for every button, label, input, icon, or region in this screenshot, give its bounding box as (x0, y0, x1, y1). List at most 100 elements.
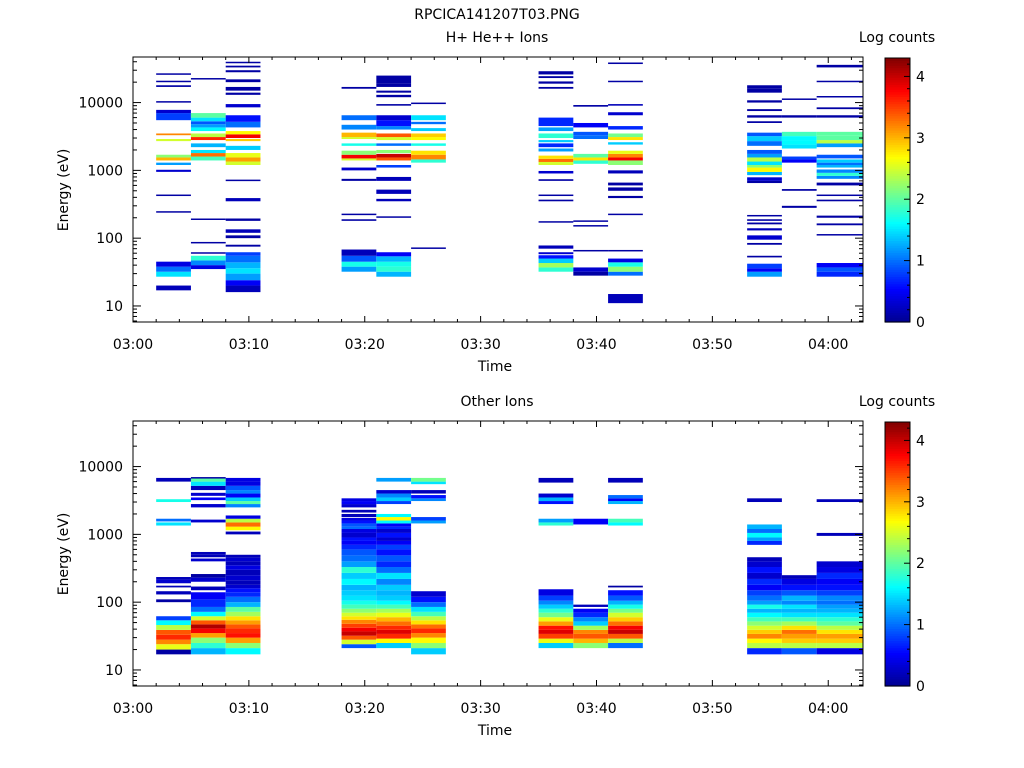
heatmap-cell (341, 158, 377, 161)
heatmap-cell (376, 137, 412, 141)
heatmap-cell (538, 497, 574, 502)
heatmap-cell (376, 629, 412, 634)
heatmap-cell (190, 149, 226, 154)
heatmap-cell (747, 242, 782, 245)
heatmap-cell (573, 153, 609, 158)
colorbar-segment (885, 652, 910, 656)
colorbar-segment (885, 443, 910, 447)
colorbar-segment (885, 233, 910, 237)
heatmap-cell (225, 134, 261, 139)
x-tick-label: 03:00 (113, 337, 153, 353)
heatmap-cell (341, 150, 377, 155)
heatmap-cell (225, 554, 261, 558)
heatmap-cell (747, 648, 782, 655)
heatmap-cell (816, 600, 863, 605)
colorbar-segment (885, 597, 910, 601)
colorbar-segment (885, 465, 910, 469)
heatmap-cell (573, 518, 609, 525)
heatmap-cell (341, 154, 377, 159)
heatmap-cell (538, 161, 574, 165)
heatmap-cell (747, 529, 782, 533)
heatmap-cell (608, 262, 643, 267)
colorbar-segment (885, 618, 910, 622)
heatmap-cell (816, 584, 863, 591)
colorbar-segment (885, 671, 910, 675)
heatmap-cell (608, 595, 643, 601)
colorbar-segment (885, 537, 910, 541)
heatmap-cell (341, 498, 377, 502)
heatmap-cell (225, 262, 261, 269)
heatmap-cell (156, 133, 191, 136)
heatmap-cell (376, 578, 412, 585)
heatmap-cell (376, 104, 412, 106)
heatmap-cell (816, 271, 863, 277)
heatmap-cell (190, 481, 226, 486)
heatmap-cell (747, 157, 782, 162)
heatmap-cell (747, 171, 782, 176)
heatmap-cell (747, 121, 782, 123)
heatmap-cell (225, 244, 261, 247)
heatmap-cell (781, 159, 817, 163)
heatmap-cell (608, 182, 643, 186)
colorbar-segment (885, 144, 910, 148)
colorbar-label: Log counts (859, 30, 935, 46)
colorbar-frame (884, 421, 911, 687)
colorbar-segment (885, 501, 910, 505)
heatmap-cell (376, 501, 412, 505)
heatmap-cell (781, 131, 817, 137)
colorbar-segment (885, 592, 910, 596)
colorbar-segment (885, 486, 910, 490)
heatmap-cell (376, 120, 412, 127)
heatmap-cell (376, 83, 412, 87)
heatmap-cell (608, 590, 643, 596)
heatmap-cell (376, 490, 412, 494)
x-axis: 03:00 03:10 03:20 03:30 03:40 03:50 04:00 (113, 57, 852, 353)
heatmap-cell (156, 73, 191, 75)
heatmap-cell (747, 572, 782, 579)
heatmap-cell (225, 92, 261, 95)
colorbar-segment (885, 230, 910, 234)
heatmap-cell (341, 578, 377, 585)
heatmap-cell (376, 90, 412, 93)
heatmap-cell (341, 132, 377, 138)
heatmap-cell (376, 216, 412, 218)
heatmap-cell (225, 561, 261, 566)
x-tick-label: 03:30 (460, 337, 500, 353)
colorbar-segment (885, 58, 910, 61)
heatmap-cell (538, 86, 574, 89)
heatmap-cell (225, 515, 261, 519)
colorbar-segment (885, 122, 910, 126)
heatmap-cell (225, 493, 261, 498)
heatmap-cell (573, 612, 609, 618)
colorbar-segment (885, 151, 910, 155)
heatmap-cell (341, 644, 377, 649)
heatmap-cell (376, 633, 412, 639)
colorbar-segment (885, 532, 910, 536)
heatmap-cell (781, 638, 817, 643)
heatmap-cell (411, 616, 446, 621)
heatmap-cell (376, 271, 412, 277)
heatmap-cell (608, 498, 643, 502)
heatmap-cell (411, 115, 446, 121)
heatmap-cell (747, 271, 782, 277)
heatmap-cell (411, 159, 446, 163)
colorbar-segment (885, 199, 910, 203)
heatmap-cell (608, 600, 643, 605)
heatmap-cell (608, 160, 643, 165)
panel-other-ions: Other Ions Log counts 03:00 03:10 03:20 03:… (56, 394, 935, 739)
heatmap-cell (411, 591, 446, 597)
heatmap-cell (376, 493, 412, 498)
heatmap-cell (341, 572, 377, 579)
heatmap-cell (376, 608, 412, 613)
colorbar-segment (885, 530, 910, 533)
colorbar-segment (885, 527, 910, 531)
colorbar-segment (885, 460, 910, 464)
heatmap-cell (190, 624, 226, 629)
heatmap-cell (538, 170, 574, 174)
heatmap-cell (538, 179, 574, 181)
colorbar-segment (885, 494, 910, 497)
colorbar-segment (885, 139, 910, 143)
heatmap-cell (538, 255, 574, 259)
heatmap-cell (341, 504, 377, 508)
heatmap-cell (747, 177, 782, 181)
